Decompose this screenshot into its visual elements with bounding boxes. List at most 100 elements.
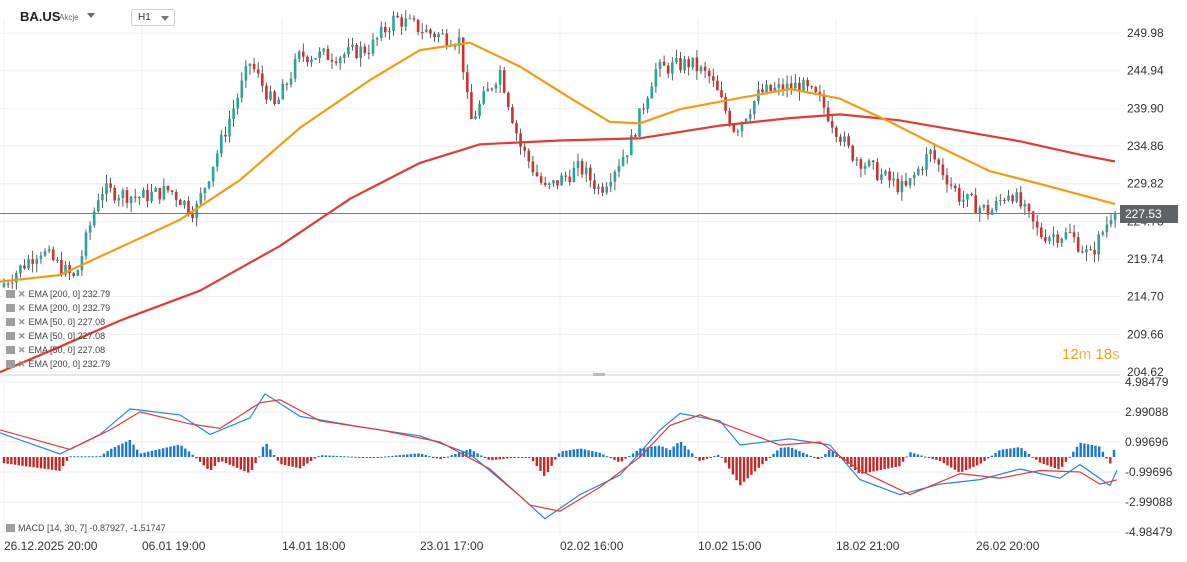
macd-bar [779, 447, 783, 457]
candle-body [306, 56, 309, 63]
legend-item[interactable]: ✕ EMA [50, 0] 227.08 [6, 315, 110, 329]
macd-bar [1042, 457, 1045, 465]
candle-body [847, 136, 850, 146]
candle-body [548, 183, 551, 186]
candle-body [297, 51, 301, 59]
macd-bar [195, 457, 198, 459]
candle-body [289, 78, 293, 85]
candle-body [326, 48, 330, 60]
settings-icon[interactable] [6, 346, 15, 354]
settings-icon[interactable] [6, 318, 15, 326]
candle-body [1093, 249, 1096, 255]
macd-bar [572, 449, 575, 457]
chevron-down-icon[interactable] [87, 13, 95, 18]
macd-legend[interactable]: MACD [14, 30, 7] -0.87927, -1.51747 [6, 523, 166, 533]
macd-bar [80, 456, 83, 458]
macd-bar [321, 455, 324, 457]
macd-bar [1053, 457, 1056, 469]
macd-bar [857, 457, 860, 474]
macd-bar [816, 457, 820, 460]
settings-icon[interactable] [6, 290, 15, 298]
macd-tick-label: 4.98479 [1125, 375, 1169, 389]
macd-bar [646, 447, 649, 457]
legend-item[interactable]: ✕ EMA [50, 0] 227.08 [6, 329, 110, 343]
candle-body [732, 124, 736, 132]
macd-bar [975, 457, 979, 466]
candle-body [773, 87, 777, 91]
macd-bar [1049, 457, 1053, 467]
timeframe-select[interactable]: H1 [131, 9, 175, 26]
legend-item[interactable]: ✕ EMA [50, 0] 227.08 [6, 343, 110, 357]
candle-body [215, 153, 219, 167]
candle-body [207, 181, 211, 188]
macd-bar [1024, 451, 1027, 457]
candle-body [433, 33, 436, 38]
macd-bar [221, 457, 224, 462]
close-icon[interactable]: ✕ [18, 303, 26, 313]
macd-bar [1094, 445, 1097, 457]
timeframe-value: H1 [138, 12, 151, 23]
macd-bar [476, 453, 479, 457]
candle-body [736, 131, 740, 133]
macd-bar [446, 456, 450, 458]
pane-resize-handle[interactable] [593, 373, 605, 376]
macd-bar [938, 457, 942, 462]
close-icon[interactable]: ✕ [18, 289, 26, 299]
symbol-name[interactable]: BA.US [20, 9, 61, 24]
time-tick-label: 26.02 20:00 [976, 539, 1040, 553]
candle-body [461, 37, 465, 73]
price-tick-label: 249.98 [1127, 26, 1164, 40]
candle-body [466, 72, 469, 93]
macd-bar [32, 457, 35, 468]
macd-bar [169, 446, 172, 457]
candle-body [777, 84, 781, 88]
macd-bar [872, 457, 875, 472]
asset-class-label: Akcje [59, 13, 79, 22]
macd-bar [465, 450, 468, 457]
candle-body [19, 265, 22, 274]
macd-bar [909, 452, 912, 457]
macd-bar [942, 457, 945, 464]
legend-item[interactable]: ✕ EMA [200, 0] 232.79 [6, 357, 110, 371]
macd-bar [291, 457, 294, 467]
candle-body [593, 180, 596, 189]
macd-bar [876, 457, 879, 471]
macd-bar [117, 445, 120, 457]
candle-body [953, 185, 957, 189]
macd-bar [69, 456, 72, 458]
macd-bar [406, 454, 409, 457]
settings-icon[interactable] [6, 332, 15, 340]
candle-body [1003, 200, 1006, 202]
macd-bar [502, 457, 505, 459]
price-tick-label: 239.90 [1127, 101, 1164, 115]
macd-bar [742, 457, 746, 482]
close-icon[interactable]: ✕ [18, 359, 26, 369]
macd-bar [724, 457, 727, 463]
candle-body [966, 193, 969, 200]
candle-body [256, 69, 260, 74]
close-icon[interactable]: ✕ [18, 345, 26, 355]
macd-bar [565, 450, 568, 457]
settings-icon[interactable] [6, 524, 15, 532]
legend-item[interactable]: ✕ EMA [200, 0] 232.79 [6, 301, 110, 315]
legend-item[interactable]: ✕ EMA [200, 0] 232.79 [6, 287, 110, 301]
close-icon[interactable]: ✕ [18, 331, 26, 341]
candle-body [498, 70, 502, 85]
macd-bar [517, 457, 520, 458]
settings-icon[interactable] [6, 304, 15, 312]
macd-bar [76, 456, 80, 458]
macd-bar [746, 457, 749, 479]
settings-icon[interactable] [6, 360, 15, 368]
candle-body [125, 190, 129, 203]
candle-body [375, 37, 379, 40]
close-icon[interactable]: ✕ [18, 317, 26, 327]
macd-bar [776, 450, 779, 457]
macd-bar [158, 449, 161, 457]
candle-body [379, 26, 383, 38]
macd-bar [376, 457, 379, 458]
macd-bar [709, 457, 712, 458]
macd-bar [65, 457, 69, 461]
candle-body [888, 171, 891, 181]
candle-body [646, 98, 649, 109]
